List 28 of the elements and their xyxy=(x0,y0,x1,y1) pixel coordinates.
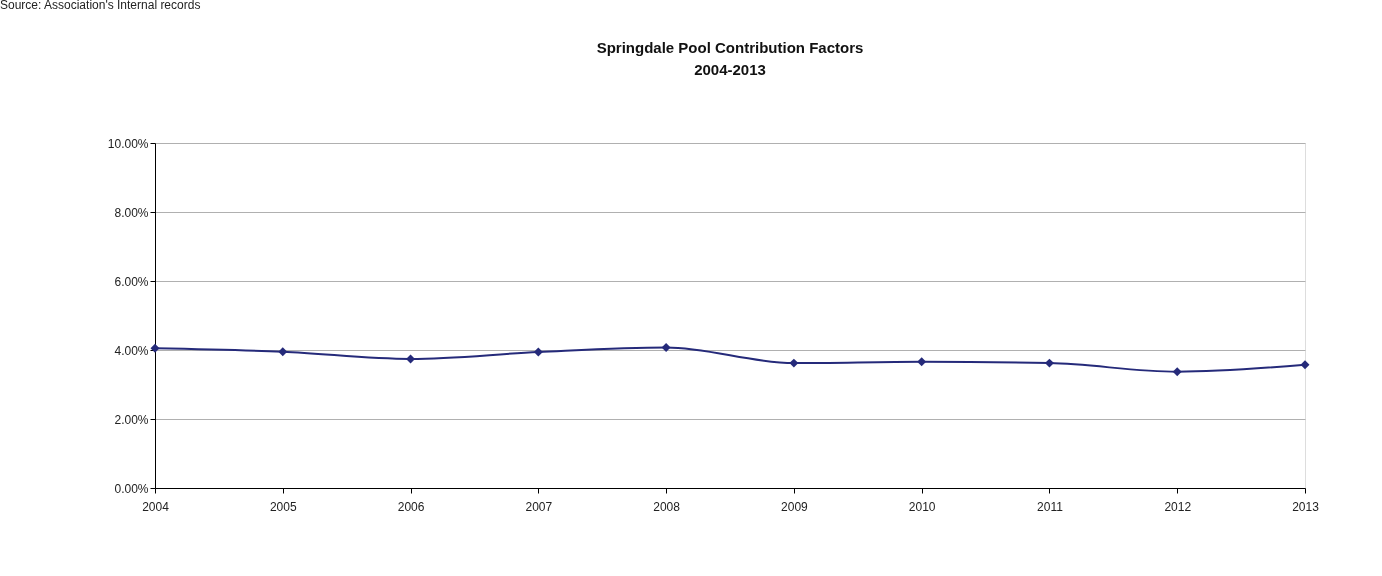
point xyxy=(1044,358,1054,368)
y-tick-label: 0.00% xyxy=(114,481,149,496)
x-tick-label: 2007 xyxy=(525,499,553,514)
y-tick-label: 6.00% xyxy=(114,274,149,289)
y-tick-label: 10.00% xyxy=(107,136,149,151)
y-tick-label: 8.00% xyxy=(114,205,149,220)
chart-subtitle: 2004-2013 xyxy=(694,61,766,78)
x-tick-label: 2006 xyxy=(397,499,425,514)
x-tick-label: 2012 xyxy=(1164,499,1192,514)
point xyxy=(1300,360,1310,370)
point xyxy=(917,357,927,367)
x-tick-label: 2013 xyxy=(1292,499,1320,514)
x-tick-label: 2004 xyxy=(142,499,170,514)
x-tick-label: 2010 xyxy=(908,499,936,514)
x-tick-label: 2008 xyxy=(653,499,681,514)
point xyxy=(533,347,543,357)
point xyxy=(789,358,799,368)
y-tick-label: 2.00% xyxy=(114,412,149,427)
point xyxy=(661,343,671,353)
point xyxy=(278,347,288,357)
point xyxy=(150,343,160,353)
point xyxy=(1172,367,1182,377)
y-tick-label: 4.00% xyxy=(114,343,149,358)
x-tick-label: 2009 xyxy=(781,499,809,514)
x-tick-label: 2005 xyxy=(269,499,297,514)
chart-title: Springdale Pool Contribution Factors xyxy=(596,39,864,56)
source-note: Source: Association's Internal records xyxy=(0,0,201,12)
x-tick-label: 2011 xyxy=(1037,499,1064,514)
